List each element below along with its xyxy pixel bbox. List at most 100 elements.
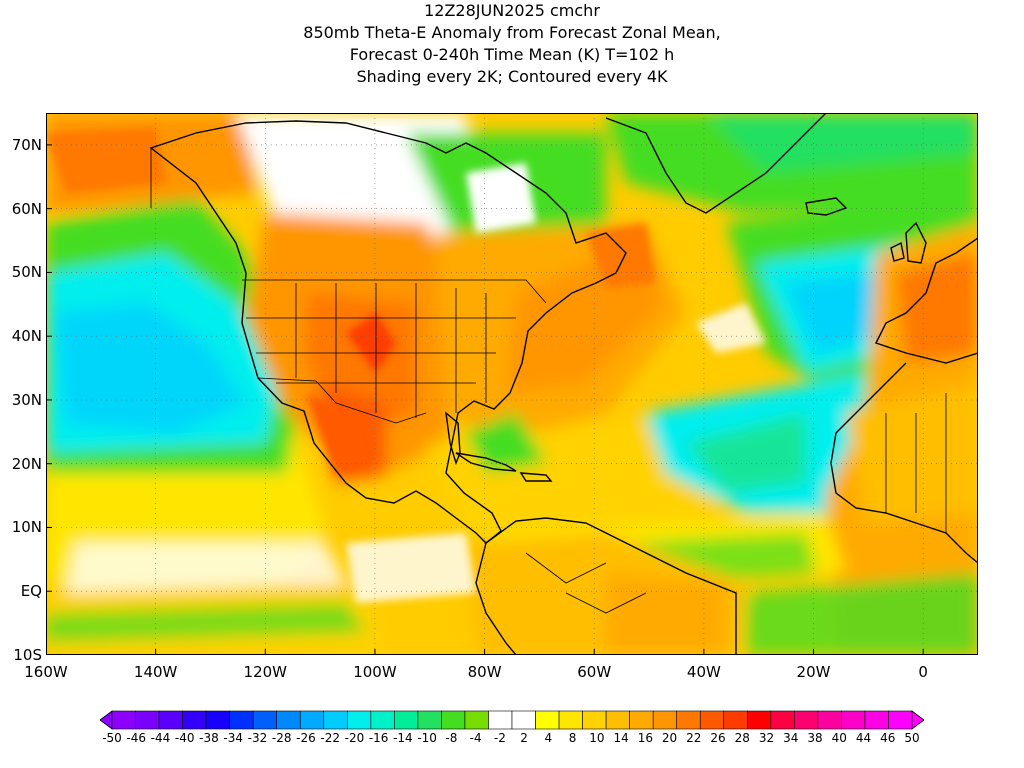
colorbar-tick-label: 8 (568, 731, 577, 745)
colorbar-tick-label: 4 (544, 731, 553, 745)
map-canvas (46, 113, 978, 655)
colorbar-tick-label: 2 (520, 731, 528, 745)
colorbar-tick-label: -14 (393, 731, 413, 745)
lon-label: 40W (686, 663, 721, 681)
colorbar-tick-label: 40 (831, 731, 847, 745)
lat-label: 70N (11, 135, 42, 154)
colorbar-swatch (370, 710, 395, 730)
colorbar-tick-label: -34 (223, 731, 243, 745)
colorbar-tick-label: 34 (783, 731, 799, 745)
colorbar-tick-label: -46 (126, 731, 147, 745)
colorbar-tick-label: -4 (469, 731, 482, 745)
colorbar-swatch (182, 710, 207, 730)
colorbar-tick-label: -44 (150, 731, 171, 745)
colorbar-tick-label: 38 (807, 731, 823, 745)
map-title: 12Z28JUN2025 cmchr 850mb Theta-E Anomaly… (0, 0, 1024, 88)
lat-label: 60N (11, 199, 42, 218)
colorbar-swatch (394, 710, 419, 730)
colorbar-swatch (299, 710, 325, 730)
colorbar-tick-label: -50 (102, 731, 122, 745)
colorbar-swatch (323, 710, 348, 730)
axis-ticks (46, 144, 924, 655)
lon-label: 0 (918, 663, 928, 681)
colorbar-swatch (135, 710, 160, 730)
lat-label: 30N (11, 390, 42, 409)
colorbar-tick-label: 44 (855, 731, 872, 745)
colorbar-swatch (864, 710, 889, 730)
colorbar-swatch (511, 710, 536, 730)
colorbar-swatch (794, 710, 819, 730)
title-line-2: 850mb Theta-E Anomaly from Forecast Zona… (303, 23, 721, 42)
colorbar-tick-label: 22 (686, 731, 702, 745)
colorbar-swatch (841, 710, 866, 730)
colorbar-swatch (817, 710, 842, 730)
lat-label: 10S (13, 646, 42, 664)
colorbar-tick-label: 26 (710, 731, 726, 745)
colorbar-swatch (346, 710, 372, 730)
colorbar-max-arrow (911, 710, 924, 730)
colorbar-swatch (770, 710, 795, 730)
colorbar-swatch (229, 710, 254, 730)
title-line-1: 12Z28JUN2025 cmchr (424, 1, 600, 20)
colorbar-tick-label: -20 (344, 731, 365, 745)
colorbar (100, 710, 924, 730)
lon-label: 60W (577, 663, 612, 681)
colorbar-swatch (417, 710, 442, 730)
lon-label: 80W (467, 663, 502, 681)
lat-label: EQ (20, 582, 42, 601)
colorbar-tick-label: 20 (661, 731, 678, 745)
colorbar-tick-label: -2 (493, 731, 506, 745)
colorbar-swatch (652, 710, 678, 730)
colorbar-tick-label: -8 (445, 731, 458, 745)
colorbar-swatch (111, 710, 136, 730)
colorbar-tick-label: 46 (880, 731, 896, 745)
colorbar-tick-label: 50 (904, 731, 920, 745)
colorbar-swatch (888, 710, 913, 730)
colorbar-swatch (629, 710, 654, 730)
graticule (46, 113, 978, 655)
colorbar-tick-label: 16 (637, 731, 653, 745)
colorbar-tick-label: -32 (247, 731, 268, 745)
colorbar-swatch (746, 710, 772, 730)
colorbar-swatch (464, 710, 489, 730)
colorbar-tick-label: -16 (368, 731, 389, 745)
map-frame (46, 113, 978, 655)
colorbar-swatch (676, 710, 701, 730)
lat-label: 50N (11, 263, 42, 282)
lon-label: 120W (243, 663, 288, 681)
lat-label: 10N (11, 518, 42, 537)
colorbar-swatch (699, 710, 725, 730)
colorbar-swatch (723, 710, 748, 730)
political-borders (150, 148, 947, 614)
lat-label: 40N (11, 327, 42, 346)
colorbar-tick-label: -40 (174, 731, 195, 745)
colorbar-swatch (441, 710, 466, 730)
colorbar-tick-label: -10 (417, 731, 437, 745)
colorbar-tick-label: -28 (271, 731, 292, 745)
lat-label: 20N (11, 454, 42, 473)
lon-label: 160W (24, 663, 68, 681)
colorbar-swatch (488, 710, 513, 730)
anomaly-detail-shading (46, 128, 766, 603)
colorbar-tick-label: -26 (296, 731, 316, 745)
title-line-3: Forecast 0-240h Time Mean (K) T=102 h (349, 45, 675, 64)
colorbar-swatch (158, 710, 183, 730)
colorbar-tick-label: -22 (320, 731, 340, 745)
colorbar-tick-label: 28 (734, 731, 750, 745)
colorbar-tick-label: -38 (199, 731, 219, 745)
title-line-4: Shading every 2K; Contoured every 4K (356, 67, 668, 86)
colorbar-swatch (558, 710, 583, 730)
colorbar-swatch (605, 710, 630, 730)
colorbar-swatch (582, 710, 607, 730)
colorbar-swatch (276, 710, 301, 730)
lon-label: 100W (353, 663, 397, 681)
colorbar-tick-label: 32 (758, 731, 775, 745)
anomaly-shading (46, 113, 978, 655)
colorbar-min-arrow (100, 710, 113, 730)
colorbar-swatch (535, 710, 560, 730)
colorbar-tick-label: 14 (613, 731, 629, 745)
colorbar-swatch (252, 710, 278, 730)
lon-label: 140W (133, 663, 178, 681)
colorbar-swatch (205, 710, 230, 730)
colorbar-tick-label: 10 (589, 731, 605, 745)
